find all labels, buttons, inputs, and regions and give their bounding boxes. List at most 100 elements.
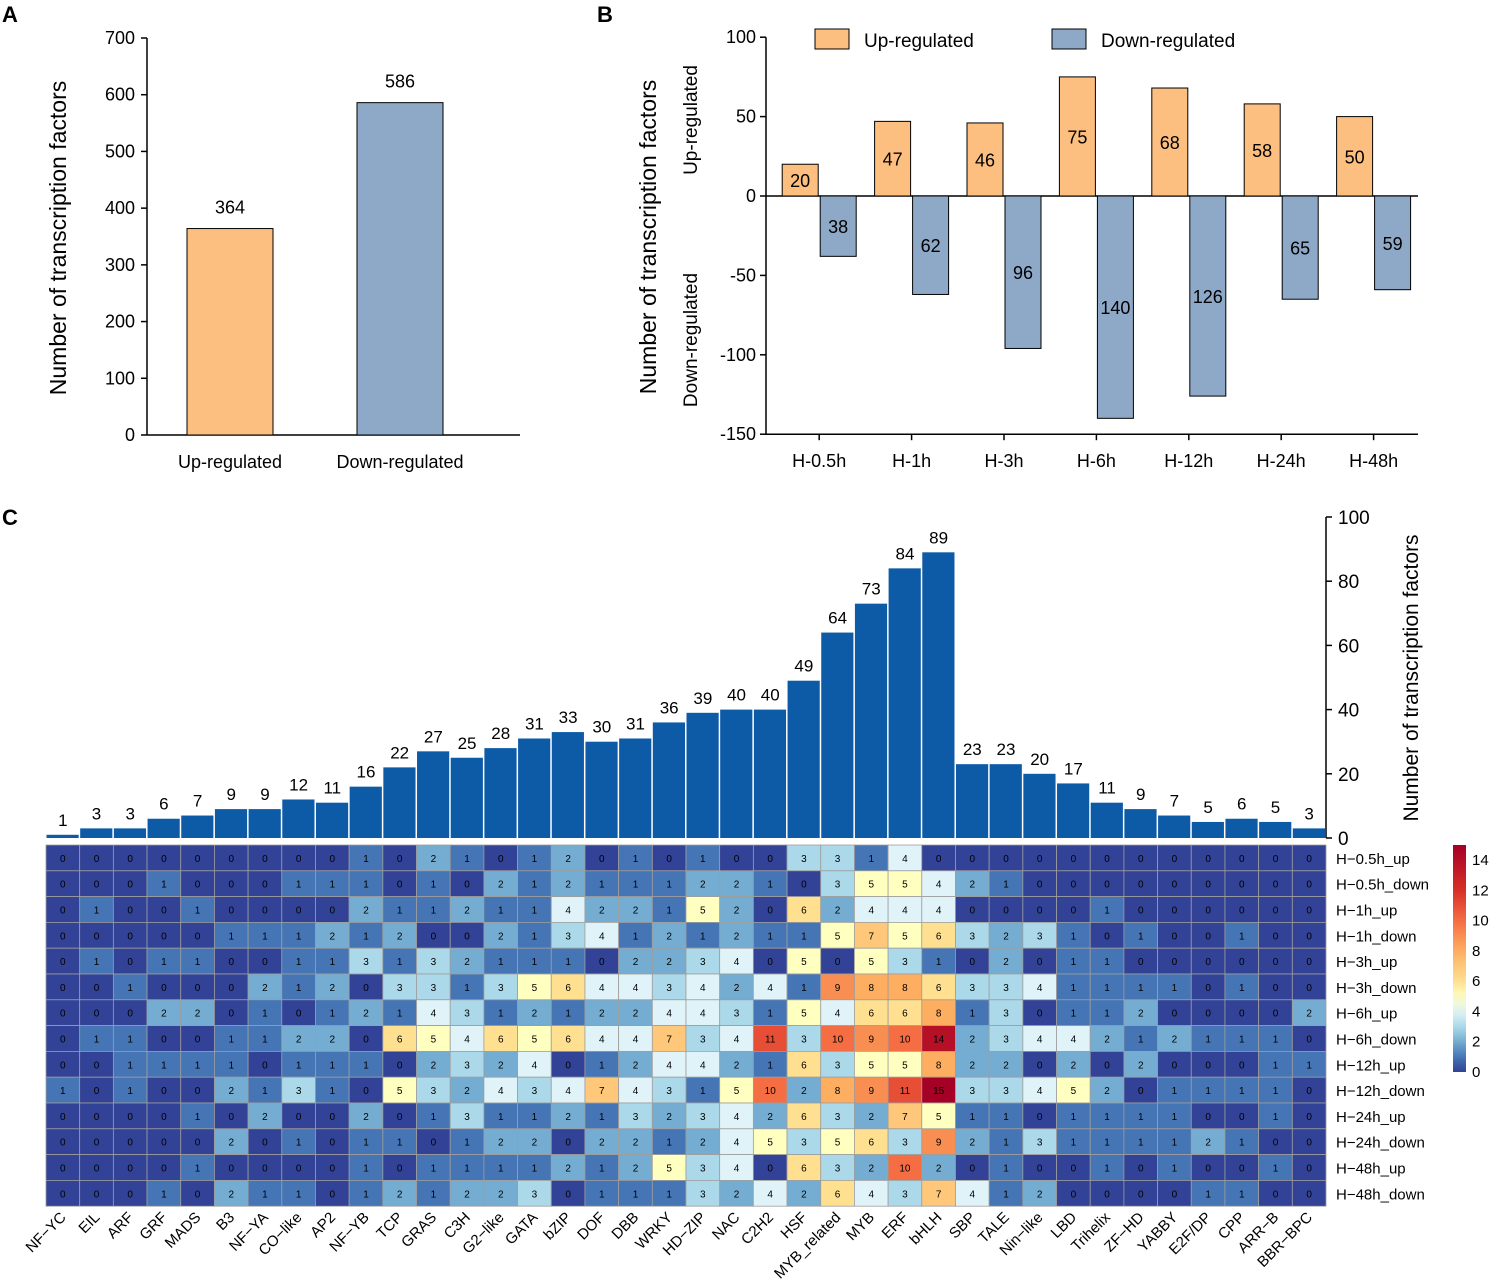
panel-letter-b: B: [597, 2, 613, 27]
heatmap-cell: [685, 1025, 721, 1052]
chart-c-bar: [1124, 809, 1157, 838]
heatmap-cell-value: 0: [296, 854, 302, 865]
heatmap-cell-value: 1: [666, 1138, 672, 1149]
heatmap-row-label: H−0.5h_up: [1336, 851, 1410, 868]
chart-c-y-axis: 0 20 40 60 80 100: [1325, 508, 1370, 850]
heatmap-cell-value: 0: [363, 983, 369, 994]
heatmap-cell-value: 1: [330, 957, 336, 968]
heatmap-cell-value: 0: [1205, 931, 1211, 942]
heatmap-cell-value: 4: [902, 906, 908, 917]
heatmap-cell: [45, 1180, 81, 1207]
heatmap-cell-value: 0: [228, 906, 234, 917]
heatmap-cell-value: 0: [1172, 957, 1178, 968]
heatmap-cell-value: 1: [532, 1112, 538, 1123]
heatmap-cell-value: 1: [970, 1009, 976, 1020]
heatmap-cell-value: 0: [767, 957, 773, 968]
chart-c-data-label: 9: [1136, 785, 1145, 804]
heatmap-cell-value: 1: [363, 880, 369, 891]
heatmap-cell-value: 0: [835, 957, 841, 968]
heatmap-cell: [651, 947, 687, 975]
heatmap-cell-value: 1: [1172, 1138, 1178, 1149]
heatmap-cell: [887, 1051, 923, 1078]
heatmap-cell-value: 0: [1306, 1164, 1312, 1175]
chart-b-ytick-label: 0: [746, 186, 756, 206]
heatmap-cell-value: 5: [397, 1086, 403, 1097]
heatmap-col-label: NAC: [709, 1209, 744, 1244]
panel-letter-a: A: [2, 2, 18, 27]
heatmap-cell-value: 5: [868, 880, 874, 891]
heatmap-cell: [315, 1154, 350, 1181]
heatmap-cell-value: 5: [1071, 1086, 1077, 1097]
heatmap-cell-value: 0: [1306, 1112, 1312, 1123]
heatmap-cell: [618, 896, 653, 923]
chart-c-bar: [922, 552, 955, 838]
chart-c-bar: [349, 786, 382, 838]
heatmap-cell: [416, 973, 451, 1001]
heatmap-cell-value: 0: [1138, 1086, 1144, 1097]
chart-b-data-label-up: 20: [790, 171, 810, 191]
heatmap-cell-value: 1: [397, 957, 403, 968]
heatmap-cell: [449, 870, 485, 897]
heatmap-cell-value: 1: [464, 1164, 470, 1175]
chart-c-data-label: 25: [458, 734, 477, 753]
heatmap-cell: [854, 1076, 889, 1104]
heatmap-cell-value: 1: [767, 1060, 773, 1071]
heatmap-cell-value: 0: [60, 1035, 66, 1046]
heatmap-cell: [752, 947, 788, 975]
heatmap-cell: [550, 947, 586, 975]
heatmap-cell-value: 0: [262, 1138, 268, 1149]
heatmap-cell-value: 0: [1306, 1138, 1312, 1149]
heatmap-cell-value: 0: [1239, 1060, 1245, 1071]
chart-b-bar-up: [874, 120, 912, 197]
heatmap-cell-value: 0: [464, 931, 470, 942]
heatmap-cell: [1123, 1076, 1158, 1104]
heatmap-cell: [651, 973, 687, 1001]
heatmap-cell: [854, 1128, 889, 1156]
heatmap-cell-value: 0: [1273, 1189, 1279, 1200]
heatmap-cell-value: 6: [565, 1035, 571, 1046]
heatmap-cell: [618, 870, 653, 897]
heatmap-cell: [1190, 947, 1226, 975]
heatmap-cell: [1291, 1025, 1327, 1052]
heatmap-cell-value: 0: [1172, 1060, 1178, 1071]
heatmap-cell-value: 2: [565, 880, 571, 891]
heatmap-cell-value: 0: [1071, 1189, 1077, 1200]
chart-c-data-label: 7: [1170, 792, 1179, 811]
heatmap-cell: [1022, 1051, 1057, 1078]
heatmap-cell: [1224, 870, 1260, 897]
heatmap-cell: [786, 999, 822, 1026]
heatmap-cell-value: 1: [1104, 906, 1110, 917]
heatmap-cell-value: 0: [936, 854, 942, 865]
chart-b-bar-down: [912, 195, 950, 295]
heatmap-cell-value: 4: [565, 906, 571, 917]
heatmap-cell-value: 2: [734, 880, 740, 891]
heatmap-cell-value: 2: [801, 1086, 807, 1097]
heatmap-cell-value: 0: [801, 880, 807, 891]
heatmap-cell-value: 0: [60, 1060, 66, 1071]
heatmap-row-label: H−1h_up: [1336, 903, 1397, 920]
chart-c-bar: [1158, 815, 1191, 838]
heatmap-cell-value: 2: [1205, 1138, 1211, 1149]
heatmap-cell: [348, 870, 384, 897]
heatmap-cell: [180, 973, 215, 1001]
chart-b-bar-up: [1336, 116, 1374, 197]
heatmap-row-label: H−6h_down: [1336, 1032, 1416, 1049]
heatmap-col-label: MYB: [843, 1209, 878, 1244]
heatmap-cell-value: 0: [397, 854, 403, 865]
heatmap-cell-value: 2: [161, 1009, 167, 1020]
heatmap-cell: [247, 1076, 283, 1104]
heatmap-cell-value: 1: [1306, 1060, 1312, 1071]
chart-b-bar-down: [1281, 195, 1319, 300]
heatmap-cell-value: 2: [633, 957, 639, 968]
chart-b-data-label-up: 75: [1067, 127, 1087, 147]
heatmap-cell-value: 1: [431, 1164, 437, 1175]
heatmap-cell: [1123, 1128, 1158, 1156]
heatmap-cell-value: 0: [1205, 1112, 1211, 1123]
heatmap-cell: [820, 1128, 855, 1156]
chart-c-data-label: 9: [260, 785, 269, 804]
heatmap-cell-value: 4: [666, 1009, 672, 1020]
chart-a-ytick-label: 0: [125, 425, 135, 445]
heatmap-cell-value: 4: [666, 1060, 672, 1071]
heatmap-cell-value: 4: [767, 1189, 773, 1200]
heatmap-cell-value: 1: [666, 1189, 672, 1200]
